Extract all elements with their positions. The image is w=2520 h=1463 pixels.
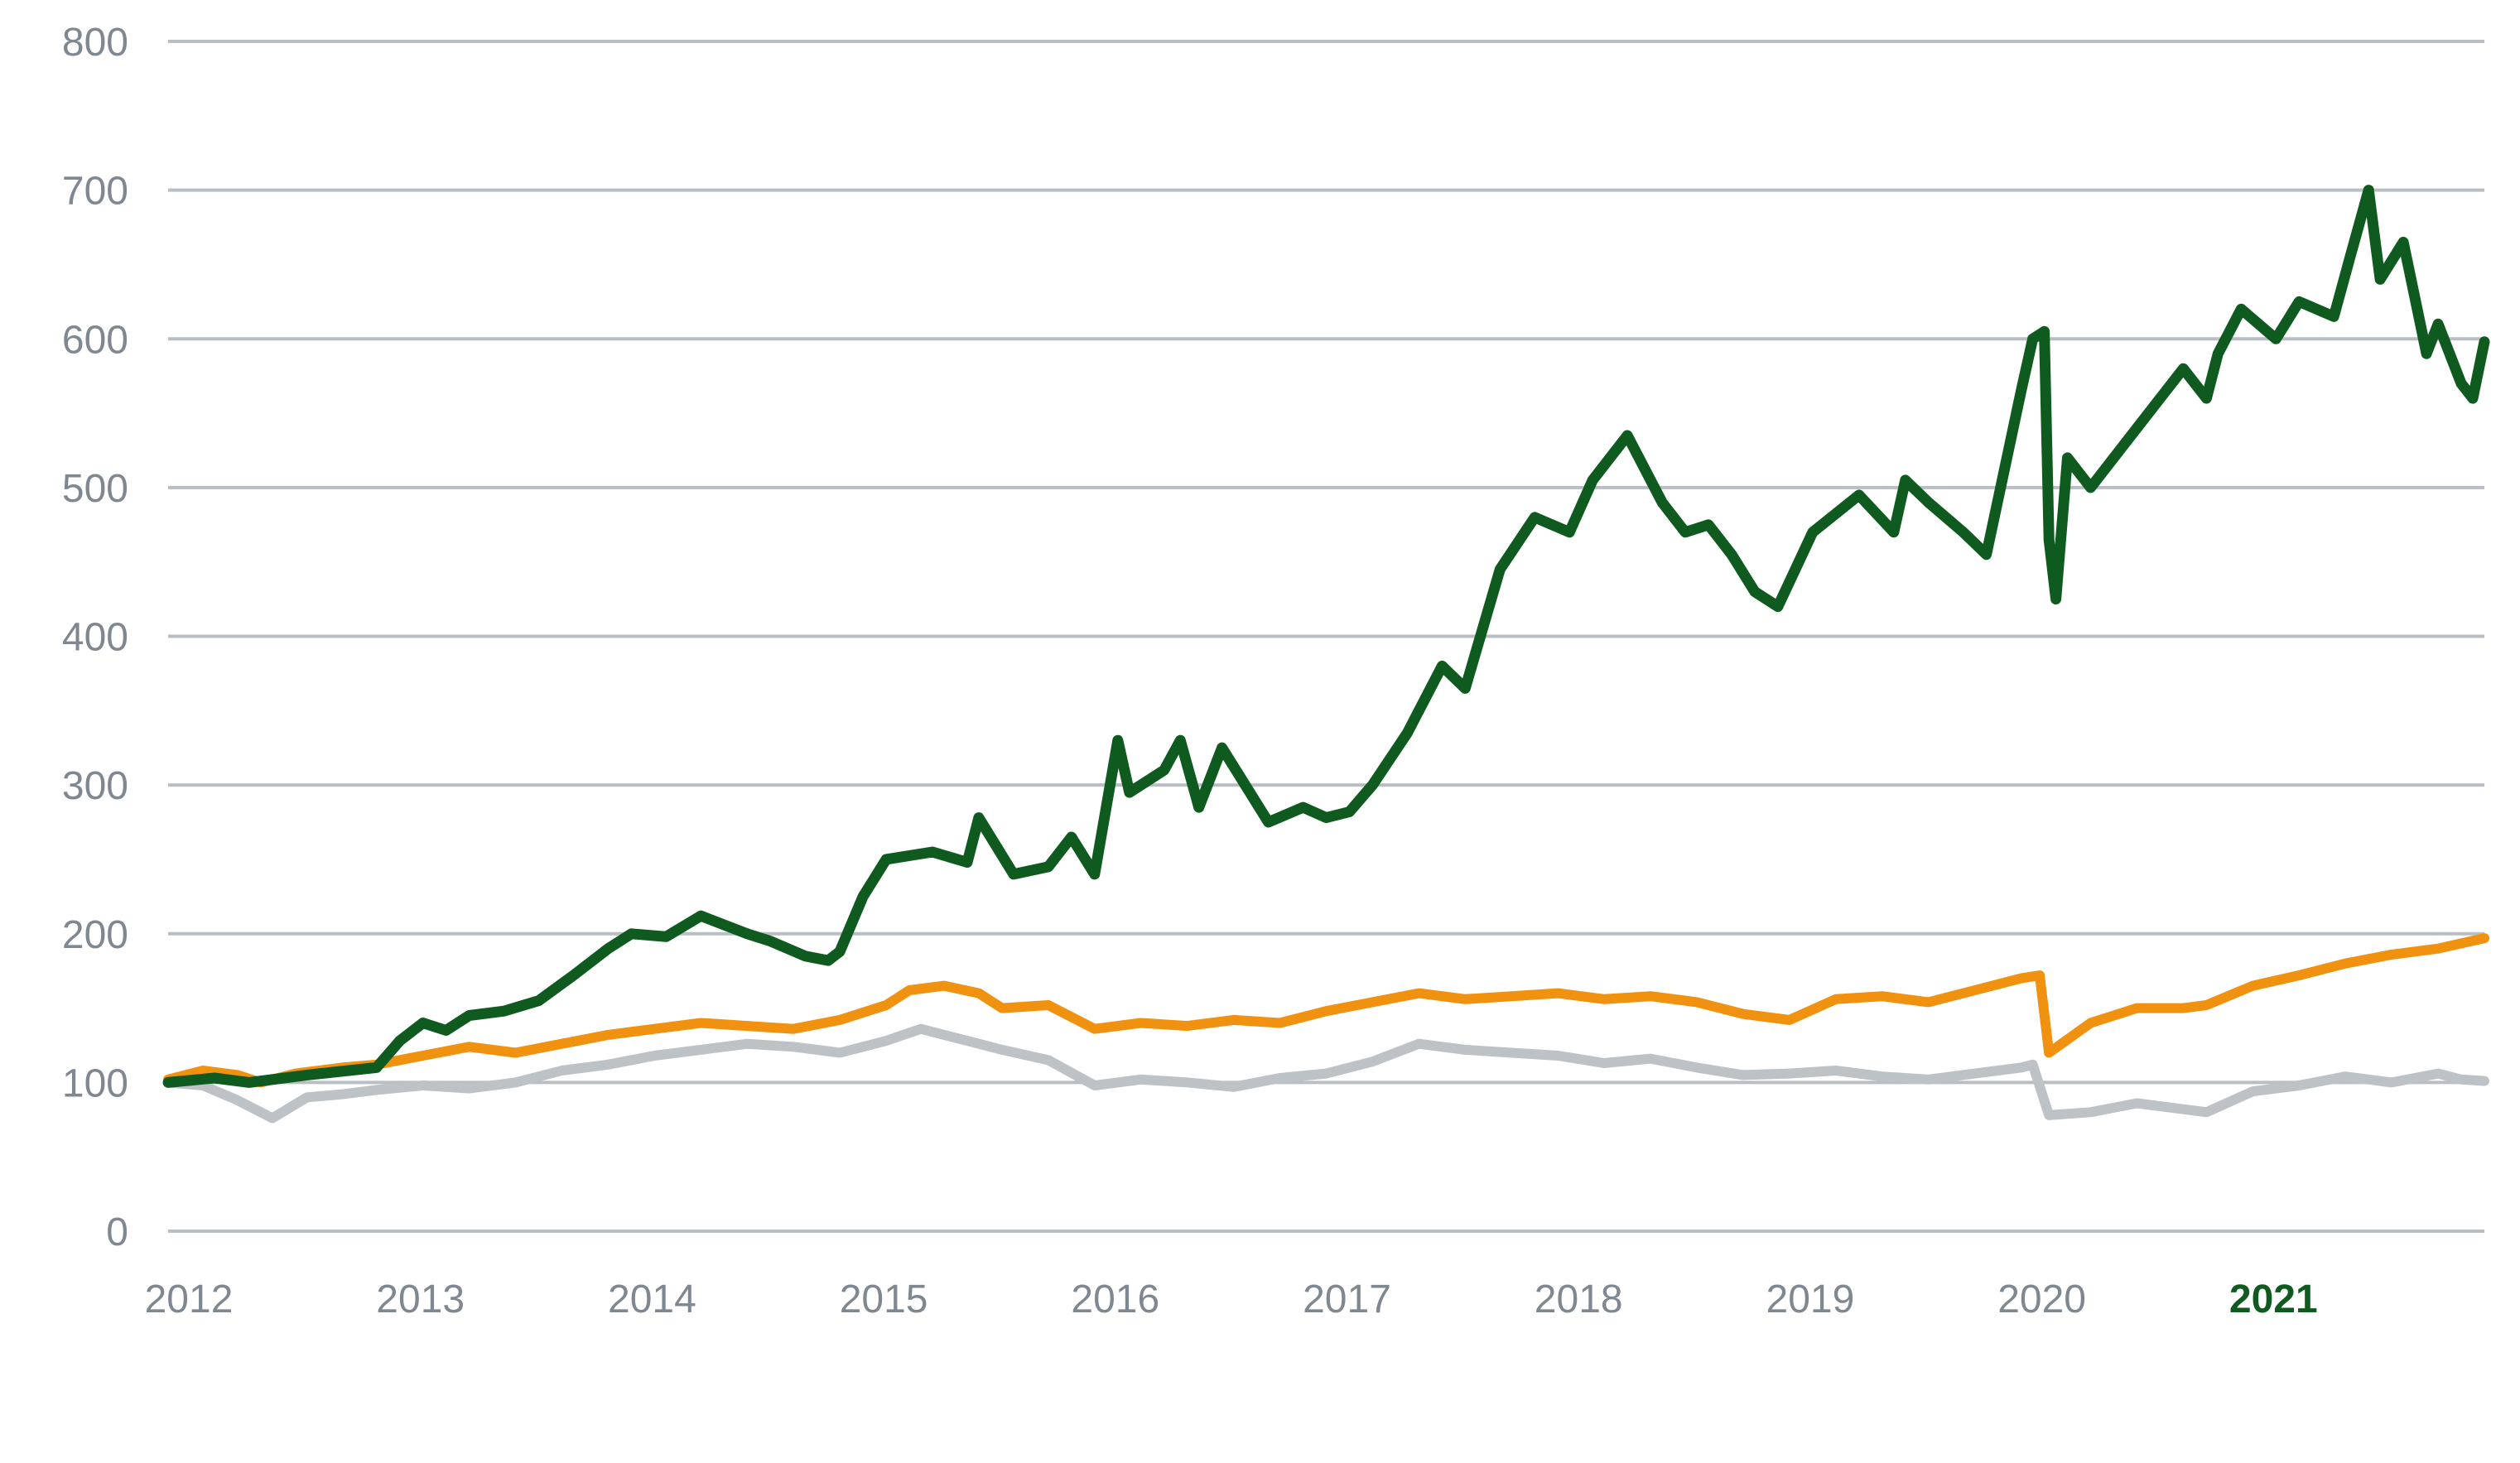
x-tick-label: 2018: [1535, 1278, 1623, 1321]
y-tick-label: 800: [62, 21, 128, 65]
series-line-3: [162, 185, 2490, 1088]
y-tick-label: 700: [62, 170, 128, 214]
x-tick-label: 2015: [840, 1278, 928, 1321]
y-tick-label: 300: [62, 764, 128, 808]
y-tick-label: 500: [62, 467, 128, 511]
y-tick-label: 400: [62, 616, 128, 660]
x-tick-label: 2016: [1071, 1278, 1159, 1321]
series-line-2: [163, 933, 2489, 1088]
y-tick-label: 0: [106, 1210, 128, 1254]
y-tick-label: 200: [62, 913, 128, 957]
x-axis-tick-labels: 2012 2013 2014 2015 2016 2017 2018 2019 2020 2021: [145, 1278, 2318, 1321]
x-tick-label: 2021: [2229, 1278, 2318, 1321]
gridlines: [168, 40, 2484, 1233]
y-tick-label: 100: [62, 1061, 128, 1105]
x-tick-label: 2017: [1303, 1278, 1391, 1321]
x-tick-label: 2012: [145, 1278, 234, 1321]
series-line-1: [163, 1023, 2489, 1124]
y-tick-label: 600: [62, 318, 128, 362]
x-tick-label: 2013: [376, 1278, 465, 1321]
y-axis-tick-labels: 0 100 200 300 400 500 600 700 800: [62, 21, 128, 1254]
x-tick-label: 2020: [1997, 1278, 2086, 1321]
x-tick-label: 2014: [608, 1278, 696, 1321]
x-tick-label: 2019: [1766, 1278, 1855, 1321]
series-lines: [162, 185, 2490, 1124]
